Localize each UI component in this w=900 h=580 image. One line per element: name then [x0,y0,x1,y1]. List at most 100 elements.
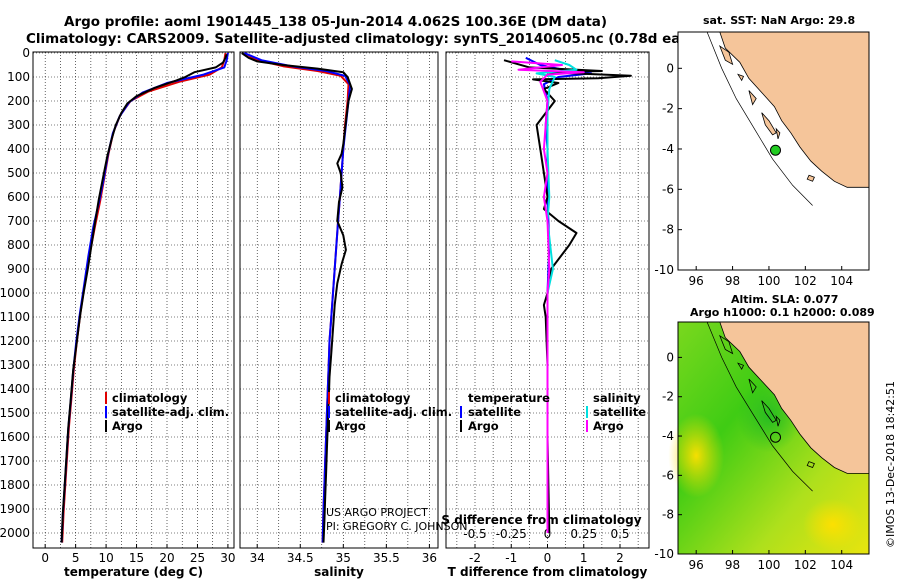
x-tick-label: 2 [616,551,624,565]
lon-tick-label: 104 [830,558,853,572]
x-tick-label: 10 [98,551,113,565]
sst-map-title: sat. SST: NaN Argo: 29.8 [703,14,855,27]
project-credit: US ARGO PROJECT [326,506,428,519]
y-tick-label: 2000 [0,526,30,540]
lat-tick-label: -2 [662,390,674,404]
salinity-legend: climatology satellite-adj. clim. Argo [328,391,452,433]
x-tick-label: 0 [544,551,552,565]
x-axis-label: temperature (deg C) [64,565,203,579]
float-position-marker [770,431,782,443]
legend-sal-argo-label: Argo [593,419,624,433]
y-tick-label: 900 [7,262,30,276]
legend-climatology-label: climatology [335,391,411,405]
lat-tick-label: 0 [666,61,674,75]
lon-tick-label: 102 [794,558,817,572]
map-frame [677,321,870,555]
island [718,45,734,66]
series-line-satellite-adj-clim- [243,52,352,543]
y-tick-label: 0 [22,46,30,60]
island [718,334,734,355]
y-tick-label: 1600 [0,430,30,444]
s-tick-label: 0.5 [610,527,629,541]
island [806,461,815,469]
island [775,415,781,427]
y-tick-label: 1400 [0,382,30,396]
legend-temp-argo-label: Argo [468,419,499,433]
y-tick-label: 700 [7,214,30,228]
x-axis-label: T difference from climatology [448,565,648,579]
lon-tick-label: 96 [689,274,704,288]
y-tick-label: 1000 [0,286,30,300]
sla-map: 96 98 100 102 104 0 -2 -4 -6 -8 -10 [654,321,870,572]
lon-tick-label: 102 [794,274,817,288]
y-tick-label: 200 [7,94,30,108]
y-tick-label: 400 [7,142,30,156]
legend-salinity-header: salinity [593,391,641,405]
lat-tick-label: -8 [662,508,674,522]
island [748,378,757,394]
sla-map-title-2: Argo h1000: 0.1 h2000: 0.089 [690,306,875,319]
lon-tick-label: 100 [757,558,780,572]
x-tick-label: -2 [469,551,481,565]
y-tick-label: 600 [7,190,30,204]
x-tick-label: -1 [505,551,517,565]
x-tick-label: 0 [41,551,49,565]
y-tick-label: 1500 [0,406,30,420]
imos-credit: ©IMOS 13-Dec-2018 18:42:51 [884,381,897,548]
lon-tick-label: 104 [830,274,853,288]
x-tick-label: 1 [580,551,588,565]
island [737,73,745,82]
sst-map: 96 98 100 102 104 0 -2 -4 -6 -8 -10 [654,31,870,288]
lat-tick-label: -4 [662,142,674,156]
depth-contour [706,31,813,206]
s-axis-label: S difference from climatology [441,513,641,527]
lat-tick-label: -8 [662,223,674,237]
s-tick-label: -0.5 [463,527,486,541]
plot-frame [239,51,439,549]
y-tick-label: 100 [7,70,30,84]
y-tick-label: 1100 [0,310,30,324]
x-tick-label: 30 [220,551,235,565]
y-tick-label: 1800 [0,478,30,492]
x-tick-label: 15 [129,551,144,565]
island [761,400,777,423]
difference-legend: temperature satellite Argo salinity sate… [460,391,646,433]
island [806,174,815,182]
lat-tick-label: 0 [666,350,674,364]
lat-tick-label: -2 [662,102,674,116]
x-tick-label: 20 [159,551,174,565]
island [737,362,745,371]
y-tick-label: 800 [7,238,30,252]
legend-satellite-label: satellite-adj. clim. [112,405,229,419]
x-tick-label: 35 [336,551,351,565]
island [761,112,777,136]
lat-tick-label: -10 [654,263,674,277]
legend-climatology-label: climatology [112,391,188,405]
island [748,90,757,106]
legend-sal-satellite-label: satellite [593,405,646,419]
lon-tick-label: 96 [689,558,704,572]
lon-tick-label: 98 [725,274,740,288]
x-tick-label: 25 [190,551,205,565]
legend-temp-satellite-label: satellite [468,405,521,419]
x-axis-label: salinity [314,565,364,579]
pi-credit: PI: GREGORY C. JOHNSON [326,520,467,533]
figure-title-line1: Argo profile: aoml 1901445_138 05-Jun-20… [64,14,607,30]
island [775,127,781,140]
sla-high-region [802,498,863,551]
series-line-argo [503,59,632,534]
land-mass [719,321,870,474]
map-frame [677,31,870,271]
sla-map-title-1: Altim. SLA: 0.077 [731,293,838,306]
temperature-legend: climatology satellite-adj. clim. Argo [105,391,229,433]
land-mass [719,31,870,188]
legend-temperature-header: temperature [468,391,550,405]
x-tick-label: 36 [422,551,437,565]
y-tick-label: 1200 [0,334,30,348]
legend-argo-label: Argo [112,419,143,433]
lon-tick-label: 98 [725,558,740,572]
series-line-argo [511,60,585,533]
lat-tick-label: -4 [662,429,674,443]
legend-satellite-label: satellite-adj. clim. [335,405,452,419]
